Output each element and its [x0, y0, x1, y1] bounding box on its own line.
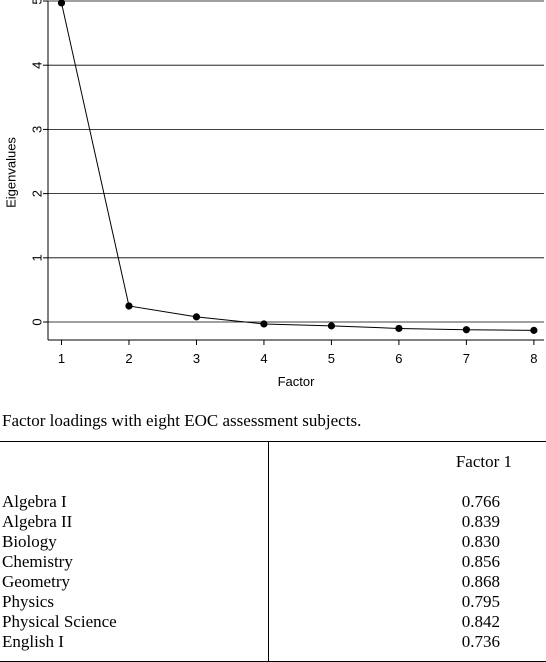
y-tick-label: 1: [29, 254, 44, 261]
eigenvalue-line: [61, 2, 534, 331]
table-row: English I 0.736: [0, 632, 546, 652]
factor-loadings-table: Factor 1 Algebra I 0.766 Algebra II 0.839 Bi…: [0, 441, 546, 662]
y-tick-label: 3: [29, 126, 44, 133]
subject-name: Geometry: [2, 572, 70, 591]
eigenvalue-point: [462, 326, 470, 334]
table-caption: Factor loadings with eight EOC assessmen…: [2, 411, 362, 430]
eigenvalue-point: [125, 302, 133, 310]
factor-loading-value: 0.868: [461, 572, 500, 591]
y-tick-label: 0: [29, 318, 44, 325]
factor-loading-value: 0.842: [461, 612, 500, 631]
x-tick-label: 5: [328, 351, 335, 366]
subject-name: English I: [2, 632, 64, 651]
table-row: Chemistry 0.856: [0, 552, 546, 572]
eigenvalue-point: [395, 324, 403, 333]
y-tick-label: 2: [29, 190, 44, 197]
scree-plot-svg: 0 1 2 3 4 5 1 2 3 4 5 6 7 8 Factor Eigenvalues: [3, 0, 544, 389]
factor-loading-value: 0.736: [461, 632, 500, 651]
table-row: Algebra II 0.839: [0, 512, 546, 532]
x-tick-label: 8: [530, 351, 537, 366]
subject-name: Biology: [2, 532, 57, 551]
subject-name: Physics: [2, 592, 54, 611]
eigenvalue-point: [530, 326, 538, 334]
factor-loading-value: 0.830: [461, 532, 500, 551]
column-header-factor-1: Factor 1: [455, 452, 512, 471]
table-row: Algebra I 0.766: [0, 492, 546, 512]
x-tick-label: 4: [260, 351, 267, 366]
factor-loading-value: 0.766: [461, 492, 500, 511]
x-tick-label: 1: [58, 351, 65, 366]
factor-loading-value: 0.856: [461, 552, 500, 571]
scree-plot: 0 1 2 3 4 5 1 2 3 4 5 6 7 8 Factor Eigenvalues: [3, 0, 544, 389]
subject-name: Algebra I: [2, 492, 67, 511]
factor-loading-value: 0.839: [461, 512, 500, 531]
eigenvalue-point: [327, 322, 336, 330]
x-tick-label: 6: [395, 351, 402, 366]
table-body: Algebra I 0.766 Algebra II 0.839 Biology 0.83…: [0, 492, 546, 652]
y-tick-label: 5: [29, 0, 44, 5]
y-tick-label: 4: [29, 62, 44, 69]
y-axis-title: Eigenvalues: [3, 137, 18, 208]
factor-loading-value: 0.795: [461, 592, 500, 611]
subject-name: Physical Science: [2, 612, 117, 631]
x-tick-label: 7: [463, 351, 470, 366]
x-tick-label: 3: [193, 351, 200, 366]
table-row: Biology 0.830: [0, 532, 546, 552]
x-axis-title: Factor: [278, 374, 316, 389]
subject-name: Chemistry: [2, 552, 73, 571]
table-row: Physical Science 0.842: [0, 612, 546, 632]
eigenvalue-point: [57, 0, 66, 7]
x-tick-label: 2: [125, 351, 132, 366]
eigenvalue-point: [192, 313, 201, 321]
column-divider: [268, 442, 269, 661]
subject-name: Algebra II: [2, 512, 73, 531]
eigenvalue-point: [260, 320, 268, 328]
table-row: Geometry 0.868: [0, 572, 546, 592]
table-row: Physics 0.795: [0, 592, 546, 612]
